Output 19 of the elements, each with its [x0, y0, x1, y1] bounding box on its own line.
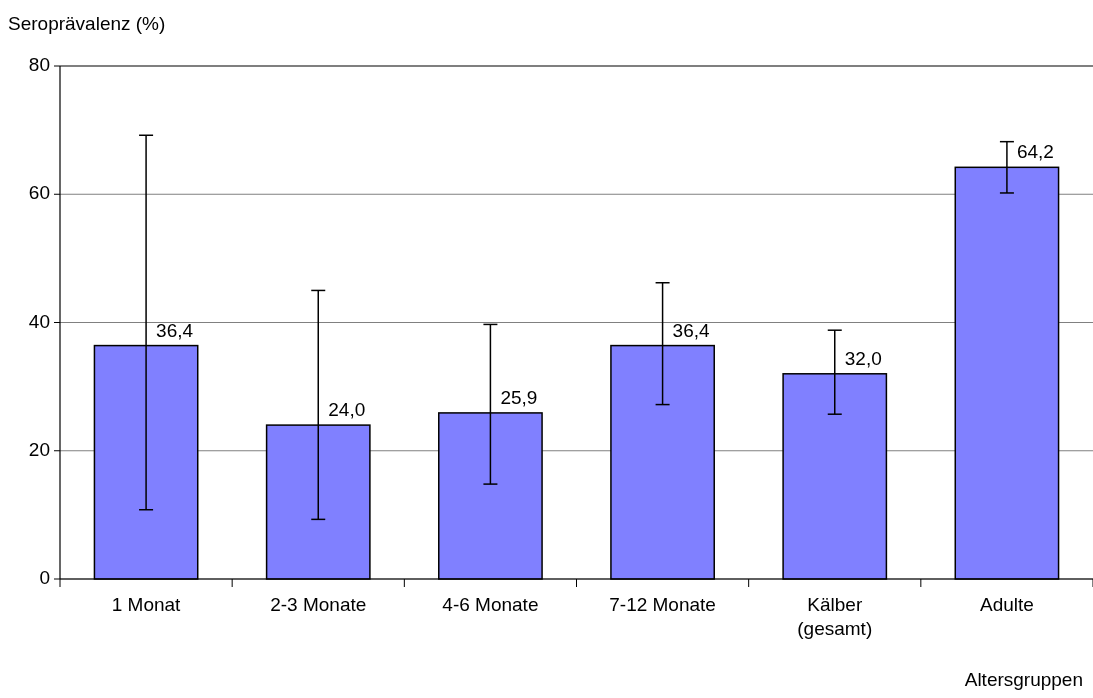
data-label: 64,2 [1016, 141, 1054, 163]
data-label: 24,0 [328, 399, 366, 421]
y-tick-label: 20 [28, 438, 50, 460]
y-tick-label: 0 [39, 567, 50, 589]
y-axis-title: Seroprävalenz (%) [8, 13, 166, 34]
data-label: 36,4 [672, 319, 710, 341]
data-label: 25,9 [500, 386, 538, 408]
data-label: 32,0 [844, 347, 882, 369]
y-tick-label: 60 [28, 182, 50, 204]
x-tick-label: 4-6 Monate [442, 594, 539, 615]
x-axis-title: Altersgruppen [964, 669, 1083, 690]
x-tick-label: 2-3 Monate [270, 594, 367, 615]
data-label: 36,4 [156, 319, 194, 341]
x-tick-label: Adulte [979, 594, 1034, 615]
x-tick-label: Kälber (gesamt) [797, 594, 873, 639]
y-tick-label: 40 [28, 310, 50, 332]
x-tick-label: 1 Monat [111, 594, 182, 615]
x-tick-label: 7-12 Monate [609, 594, 716, 615]
y-tick-label: 80 [28, 54, 50, 76]
